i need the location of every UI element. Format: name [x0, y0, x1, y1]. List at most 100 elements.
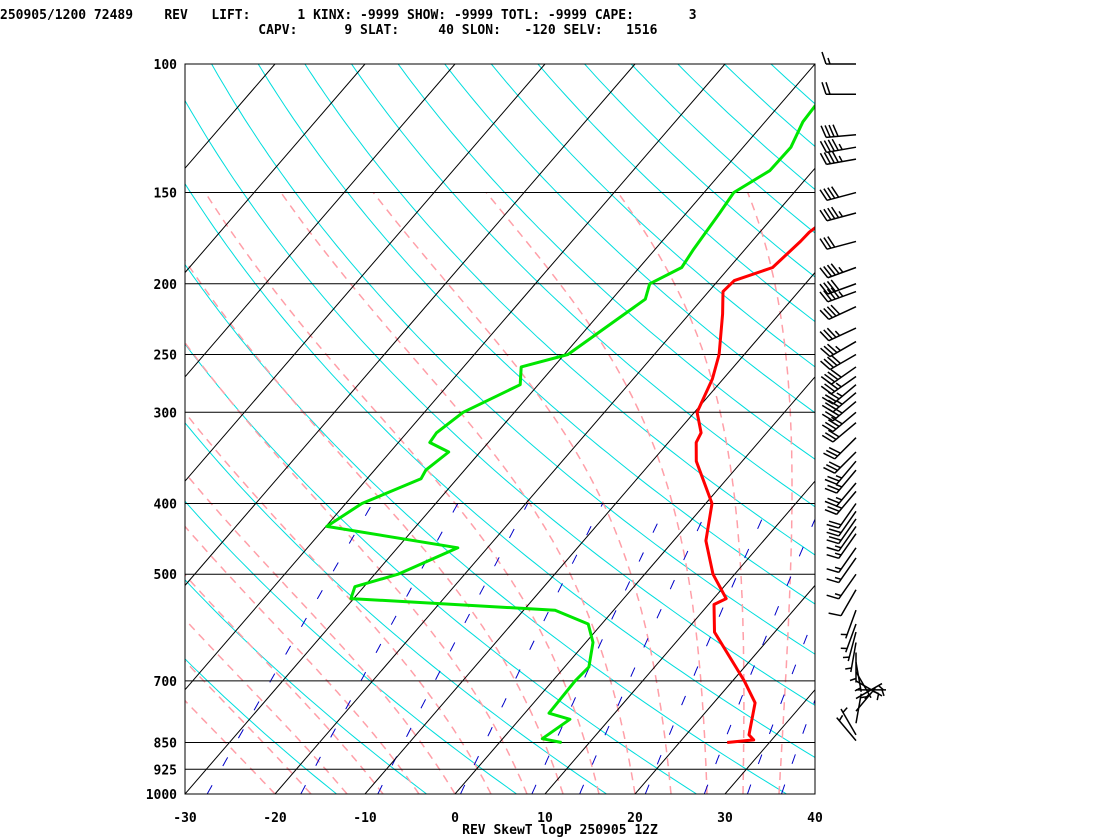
barb-flag	[823, 329, 833, 340]
wind-barb	[820, 340, 857, 358]
barb-flag	[820, 347, 831, 358]
barb-flag	[827, 408, 840, 417]
barb-flag	[821, 424, 834, 433]
barb-flag	[827, 151, 835, 164]
pressure-tick-label: 1000	[146, 788, 177, 803]
barb-flag	[831, 405, 843, 414]
moist-adiabat	[185, 525, 420, 794]
isotherm	[724, 688, 815, 794]
barb-flag	[828, 528, 842, 534]
pressure-tick-label: 300	[154, 406, 178, 421]
barb-flag	[831, 150, 839, 163]
barb-half-flag	[838, 210, 844, 218]
barb-half-flag	[845, 667, 852, 670]
barb-half-flag	[836, 392, 843, 397]
barb-flag	[826, 343, 838, 354]
barb-flag	[830, 263, 840, 275]
pressure-tick-label: 100	[154, 58, 178, 73]
wind-barb	[821, 400, 857, 422]
barb-flag	[824, 509, 837, 516]
isotherm	[454, 376, 815, 794]
barb-flag	[827, 419, 840, 428]
barb-half-flag	[838, 714, 844, 722]
barb-half-flag	[838, 266, 844, 273]
wind-barb	[821, 422, 857, 443]
barb-flag	[826, 568, 840, 574]
barb-half-flag	[827, 57, 831, 65]
barb-staff	[834, 437, 857, 460]
barb-flag	[821, 81, 827, 95]
isotherm	[274, 167, 815, 794]
moist-adiabat	[617, 192, 745, 794]
barb-flag	[831, 186, 840, 198]
dry-adiabat	[257, 64, 815, 605]
wind-barb	[826, 526, 857, 552]
barb-flag	[821, 413, 834, 422]
wind-barb	[826, 573, 857, 600]
barb-flag	[830, 279, 840, 291]
temperature-tick-label: 20	[627, 811, 643, 826]
wind-barb	[821, 384, 857, 405]
mixing-ratio-line	[531, 503, 668, 794]
barb-flag	[823, 266, 833, 277]
barb-flag	[819, 209, 828, 222]
dry-adiabat	[185, 182, 815, 759]
wind-barb	[819, 138, 857, 154]
isotherm	[0, 64, 95, 794]
pressure-tick-label: 150	[154, 187, 178, 202]
wind-barb	[826, 547, 857, 574]
barb-flag	[832, 124, 839, 137]
barb-flag	[827, 187, 836, 199]
barb-flag	[824, 394, 837, 403]
wind-barb	[826, 533, 857, 560]
temperature-tick-label: 30	[717, 811, 733, 826]
moist-adiabat	[204, 192, 600, 794]
barb-flag	[827, 484, 840, 491]
barb-flag	[827, 391, 840, 400]
wind-barb	[824, 469, 857, 494]
barb-flag	[831, 206, 840, 219]
barb-flag	[823, 152, 832, 165]
barb-flag	[823, 282, 833, 294]
wind-barb	[826, 557, 857, 584]
wind-barb	[819, 206, 857, 222]
mixing-ratio-line	[781, 698, 815, 794]
wind-barb	[823, 451, 857, 474]
dry-adiabat	[185, 500, 517, 794]
barb-flag	[826, 327, 837, 338]
wind-barb	[819, 304, 857, 321]
wind-barb	[820, 124, 857, 139]
barb-staff	[836, 717, 857, 742]
wind-barb	[819, 236, 857, 250]
barb-flag	[826, 264, 836, 276]
barb-flag	[823, 208, 832, 221]
dry-adiabat	[185, 579, 427, 794]
barb-flag	[825, 449, 838, 457]
mixing-ratio-line	[746, 613, 815, 794]
barb-staff	[827, 290, 857, 303]
dewpoint-profile	[325, 103, 815, 744]
pressure-tick-label: 200	[154, 278, 178, 293]
barb-flag	[827, 207, 836, 220]
barb-flag	[819, 267, 829, 279]
barb-half-flag	[834, 545, 842, 549]
barb-staff	[840, 708, 857, 736]
barb-flag	[824, 432, 837, 441]
barb-flag	[828, 535, 842, 541]
dry-adiabat	[630, 64, 815, 234]
barb-flag	[823, 345, 834, 356]
barb-staff	[847, 631, 857, 662]
barb-flag	[827, 399, 840, 408]
barb-flag	[827, 381, 839, 390]
moist-adiabat	[280, 192, 636, 794]
mixing-ratio-line	[579, 503, 711, 794]
barb-half-flag	[834, 566, 842, 570]
pressure-tick-label: 850	[154, 736, 178, 751]
wind-barb	[824, 490, 857, 516]
wind-barb	[820, 375, 857, 395]
barb-flag	[827, 475, 840, 482]
barb-half-flag	[838, 290, 844, 297]
barb-staff	[836, 482, 857, 507]
wind-barb	[819, 186, 857, 202]
barb-flag	[825, 81, 831, 95]
